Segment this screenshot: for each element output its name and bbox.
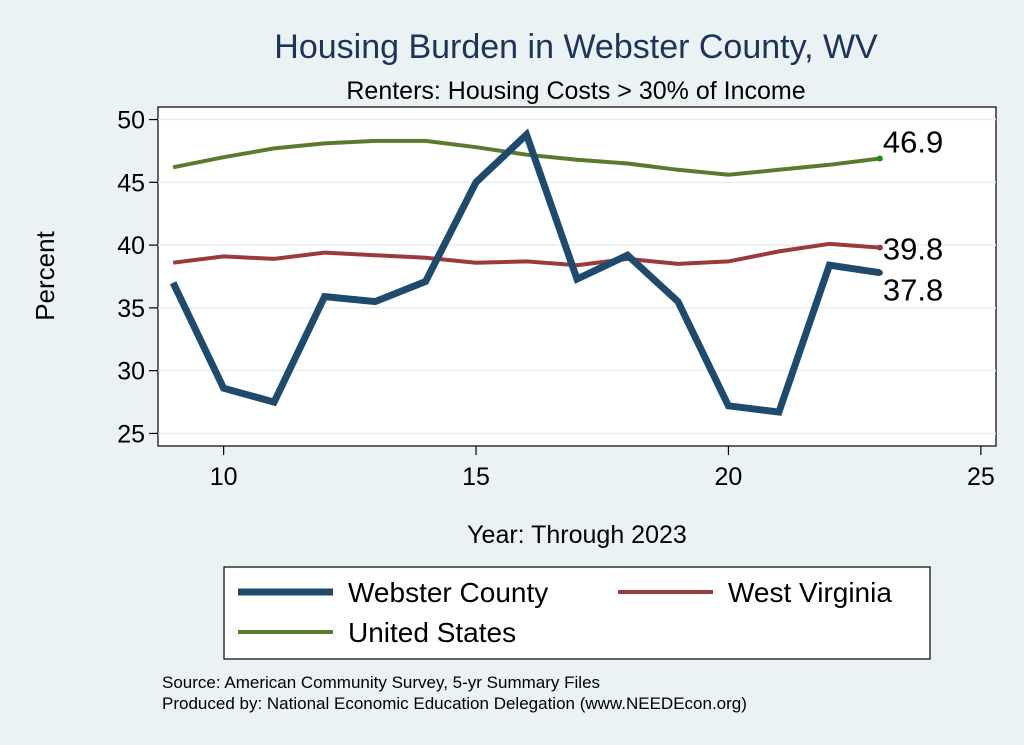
y-axis: 25 30 35 40 45 50 — [117, 107, 158, 448]
y-tick-label: 30 — [117, 358, 145, 386]
end-marker — [876, 244, 883, 251]
x-tick-label: 25 — [967, 463, 995, 491]
legend-label: Webster County — [348, 577, 548, 608]
legend: Webster County West Virginia United States — [238, 577, 892, 648]
y-tick-label: 45 — [117, 169, 145, 197]
y-tick-label: 50 — [117, 107, 145, 135]
legend-box — [223, 566, 931, 660]
x-tick-label: 20 — [715, 463, 743, 491]
x-axis: 10 15 20 25 — [210, 446, 995, 491]
y-axis-label: Percent — [30, 230, 60, 320]
y-tick-label: 25 — [117, 420, 145, 448]
y-tick-label: 35 — [117, 295, 145, 323]
produced-note: Produced by: National Economic Education… — [162, 694, 747, 713]
x-axis-label: Year: Through 2023 — [467, 521, 687, 549]
legend-label: United States — [348, 617, 516, 648]
series-lines — [169, 128, 881, 416]
end-marker — [876, 269, 883, 276]
series-line-webster-county — [169, 128, 881, 416]
legend-label: West Virginia — [728, 577, 892, 608]
x-tick-label: 10 — [210, 463, 238, 491]
chart-title: Housing Burden in Webster County, WV — [274, 28, 878, 66]
end-marker — [876, 155, 883, 162]
end-label: 37.8 — [883, 273, 943, 308]
series-line-west-virginia — [172, 241, 881, 268]
end-label: 39.8 — [883, 232, 943, 267]
end-labels: 37.8 39.8 46.9 — [876, 124, 943, 308]
source-note: Source: American Community Survey, 5-yr … — [162, 673, 600, 692]
end-label: 46.9 — [883, 124, 943, 159]
gridlines — [158, 118, 996, 435]
series-line-united-states — [172, 138, 881, 177]
chart-subtitle: Renters: Housing Costs > 30% of Income — [346, 77, 805, 105]
y-tick-label: 40 — [117, 232, 145, 260]
x-tick-label: 15 — [462, 463, 490, 491]
